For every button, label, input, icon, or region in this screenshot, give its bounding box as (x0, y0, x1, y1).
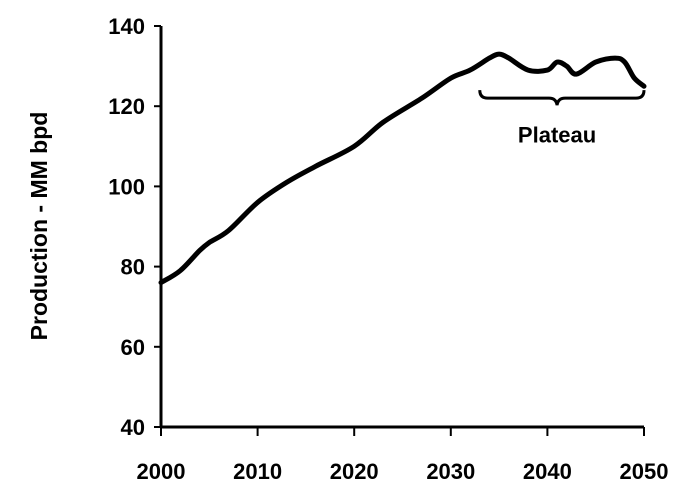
y-tick-label: 100 (108, 174, 145, 199)
axes (159, 26, 644, 429)
plateau-label: Plateau (518, 122, 596, 147)
y-tick-label: 120 (108, 94, 145, 119)
series-group (158, 51, 647, 286)
y-axis-title: Production - MM bpd (26, 112, 52, 341)
y-ticks: 40 60 80 100 120 140 (108, 14, 161, 440)
production-line (158, 51, 647, 286)
y-tick-label: 40 (121, 415, 145, 440)
x-tick-label: 2010 (233, 459, 282, 484)
x-tick-label: 2040 (523, 459, 572, 484)
annotations: Plateau (478, 90, 646, 147)
x-tick-label: 2020 (330, 459, 379, 484)
x-tick-label: 2050 (620, 459, 669, 484)
x-tick-label: 2000 (137, 459, 186, 484)
plateau-bracket (478, 90, 646, 106)
y-tick-label: 80 (121, 255, 145, 280)
y-tick-label: 60 (121, 335, 145, 360)
x-ticks: 2000 2010 2020 2030 2040 2050 (137, 427, 669, 484)
x-tick-label: 2030 (426, 459, 475, 484)
y-tick-label: 140 (108, 14, 145, 39)
